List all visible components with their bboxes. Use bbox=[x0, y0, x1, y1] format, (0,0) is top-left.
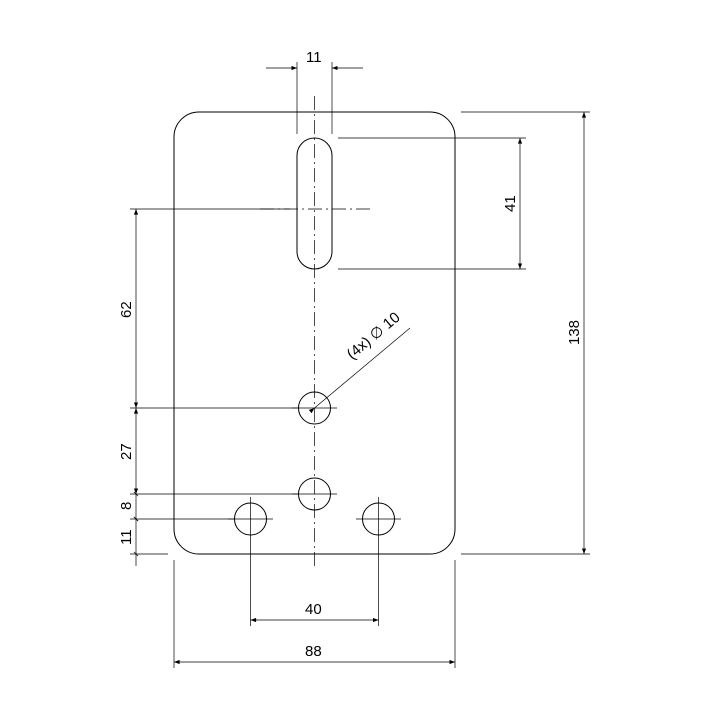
dim-138: 138 bbox=[566, 320, 583, 345]
dim-27: 27 bbox=[118, 443, 135, 460]
dim-88: 88 bbox=[305, 643, 322, 660]
hole-callout: (4x) ∅ 10 bbox=[315, 309, 411, 408]
dim-40: 40 bbox=[305, 601, 322, 618]
technical-drawing: 88 40 11 138 41 62 27 8 11 (4x) ∅ 10 bbox=[0, 0, 715, 715]
extension-lines bbox=[130, 62, 590, 668]
dim-11w: 11 bbox=[306, 49, 322, 66]
dim-62: 62 bbox=[118, 301, 135, 318]
dim-8: 8 bbox=[118, 502, 135, 510]
hole-note: (4x) ∅ 10 bbox=[344, 309, 404, 363]
dim-41: 41 bbox=[502, 195, 519, 212]
dim-11h: 11 bbox=[118, 529, 135, 545]
